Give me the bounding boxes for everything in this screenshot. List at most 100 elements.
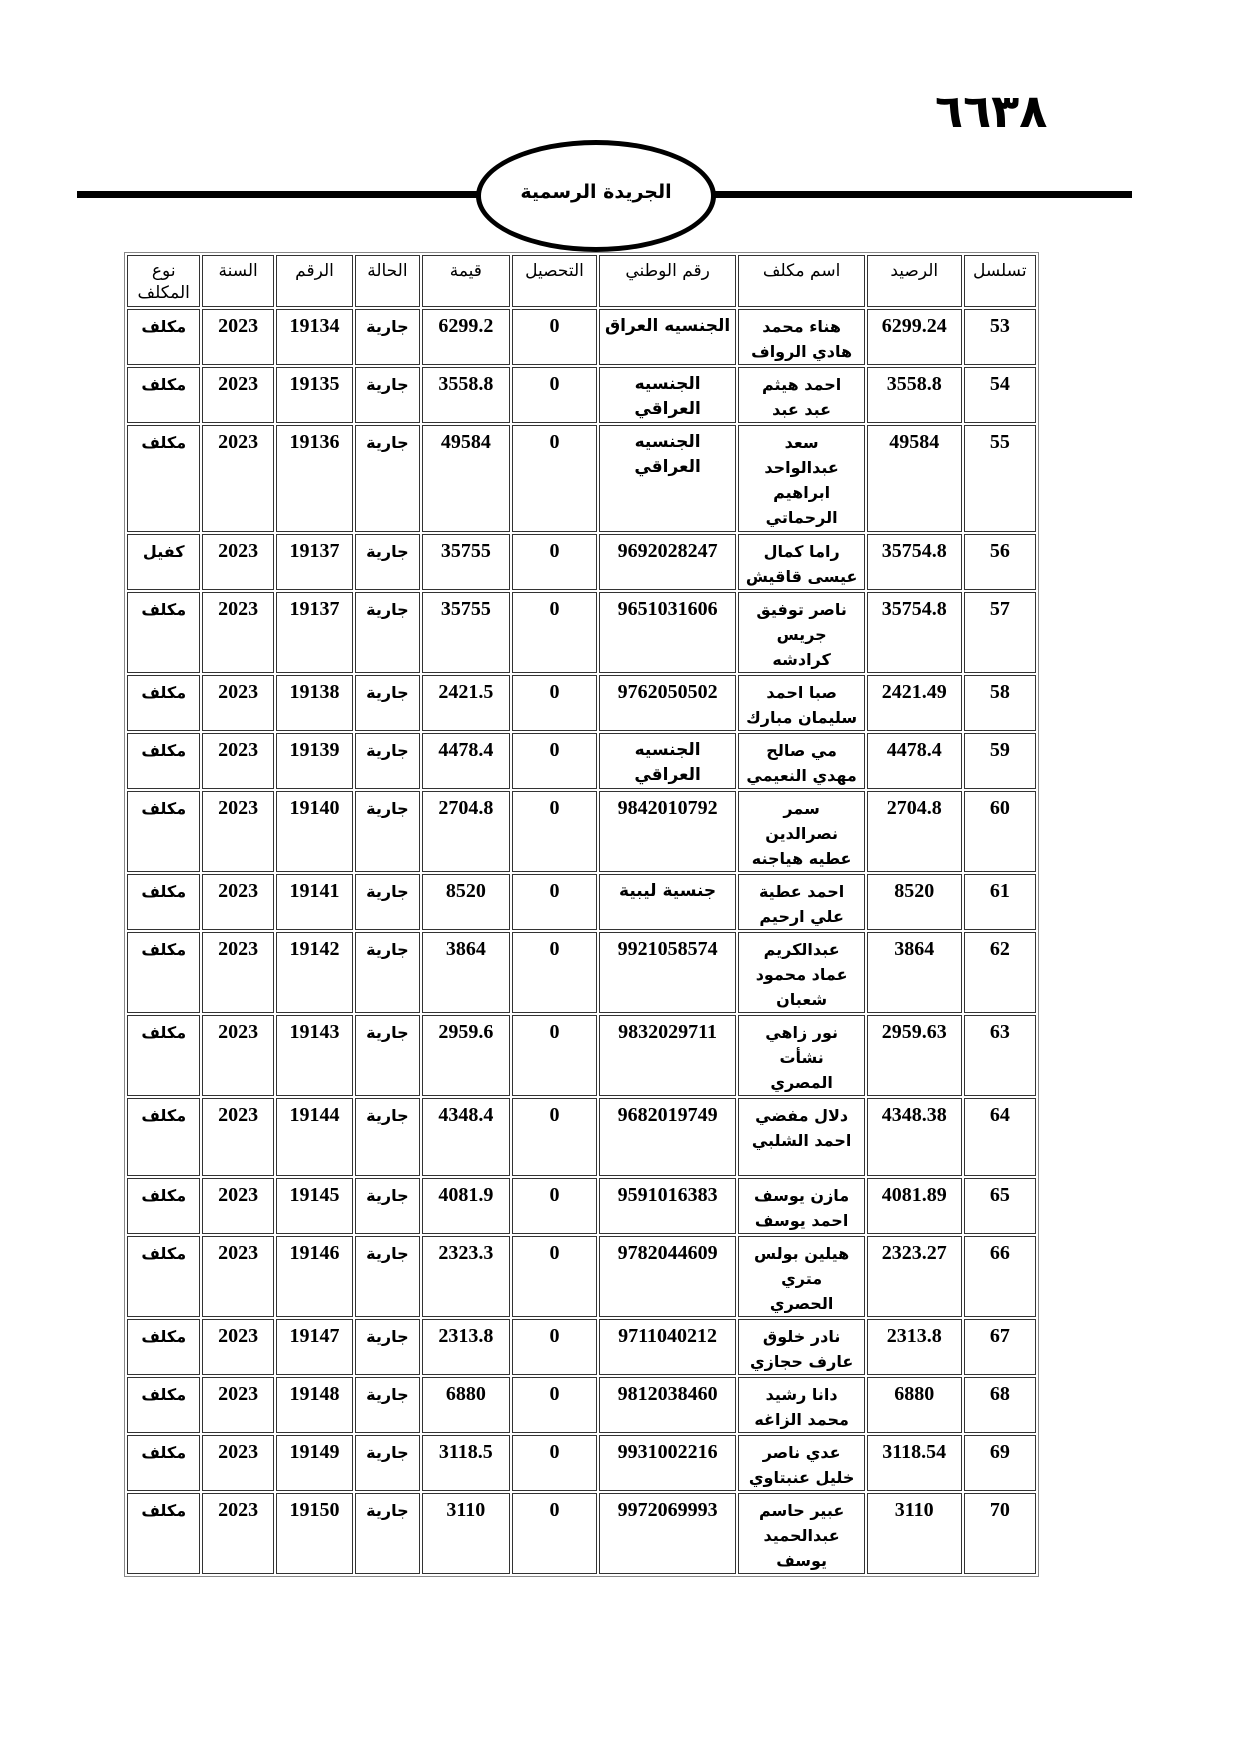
cell-taxpayer-type: مكلف <box>127 733 201 789</box>
cell-taxpayer-type: مكلف <box>127 791 201 872</box>
cell-amount: 2704.8 <box>421 791 511 872</box>
table-row: 65 4081.89 مازن يوسف احمد يوسف 9591016383 0 4… <box>127 1178 1036 1234</box>
column-header-taxpayer-name: اسم مكلف <box>738 255 865 307</box>
cell-number: 19135 <box>275 367 354 423</box>
cell-status: جارية <box>355 675 420 731</box>
cell-taxpayer-name: احمد هيثم عبد عبد <box>738 367 865 423</box>
table-row: 63 2959.63 نور زاهي نشأت المصري 9832029711 0… <box>127 1015 1036 1096</box>
cell-taxpayer-name: سمر نصرالدين عطيه هياجنه <box>738 791 865 872</box>
cell-serial: 55 <box>963 425 1036 532</box>
cell-year: 2023 <box>202 534 274 590</box>
cell-balance: 49584 <box>866 425 962 532</box>
cell-balance: 2313.8 <box>866 1319 962 1375</box>
column-header-serial: تسلسل <box>963 255 1036 307</box>
cell-year: 2023 <box>202 733 274 789</box>
cell-taxpayer-type: مكلف <box>127 1319 201 1375</box>
table-row: 53 6299.24 هناء محمد هادي الرواف الجنسيه ال… <box>127 309 1036 365</box>
cell-collection: 0 <box>512 1098 597 1176</box>
cell-status: جارية <box>355 1377 420 1433</box>
cell-number: 19143 <box>275 1015 354 1096</box>
cell-year: 2023 <box>202 592 274 673</box>
cell-status: جارية <box>355 791 420 872</box>
cell-collection: 0 <box>512 733 597 789</box>
cell-taxpayer-name: عدي ناصر خليل عنبتاوي <box>738 1435 865 1491</box>
cell-amount: 4478.4 <box>421 733 511 789</box>
cell-collection: 0 <box>512 1236 597 1317</box>
cell-taxpayer-name: نادر خلوق عارف حجازي <box>738 1319 865 1375</box>
cell-balance: 4348.38 <box>866 1098 962 1176</box>
cell-taxpayer-type: مكلف <box>127 425 201 532</box>
cell-number: 19147 <box>275 1319 354 1375</box>
cell-taxpayer-name: مي صالح مهدي النعيمي <box>738 733 865 789</box>
cell-status: جارية <box>355 1178 420 1234</box>
column-header-national-id: رقم الوطني <box>598 255 737 307</box>
cell-collection: 0 <box>512 1319 597 1375</box>
cell-collection: 0 <box>512 309 597 365</box>
cell-balance: 35754.8 <box>866 592 962 673</box>
cell-taxpayer-type: مكلف <box>127 367 201 423</box>
gazette-title: الجريدة الرسمية <box>520 181 672 203</box>
cell-serial: 65 <box>963 1178 1036 1234</box>
cell-serial: 70 <box>963 1493 1036 1574</box>
cell-taxpayer-name: نور زاهي نشأت المصري <box>738 1015 865 1096</box>
cell-amount: 4081.9 <box>421 1178 511 1234</box>
cell-taxpayer-name: عبدالكريم عماد محمود شعبان <box>738 932 865 1013</box>
cell-year: 2023 <box>202 1319 274 1375</box>
header-rule-left <box>77 191 477 198</box>
cell-amount: 2323.3 <box>421 1236 511 1317</box>
cell-serial: 66 <box>963 1236 1036 1317</box>
cell-collection: 0 <box>512 425 597 532</box>
table-row: 62 3864 عبدالكريم عماد محمود شعبان 99210585… <box>127 932 1036 1013</box>
column-header-taxpayer-type: نوع المكلف <box>127 255 201 307</box>
cell-taxpayer-type: مكلف <box>127 309 201 365</box>
cell-number: 19145 <box>275 1178 354 1234</box>
table-row: 57 35754.8 ناصر توفيق جريس كرادشه 965103160… <box>127 592 1036 673</box>
cell-balance: 2704.8 <box>866 791 962 872</box>
cell-balance: 4478.4 <box>866 733 962 789</box>
cell-number: 19149 <box>275 1435 354 1491</box>
table-row: 64 4348.38 دلال مفضي احمد الشلبي 9682019749… <box>127 1098 1036 1176</box>
cell-serial: 64 <box>963 1098 1036 1176</box>
cell-taxpayer-type: مكلف <box>127 1435 201 1491</box>
cell-national-id: جنسية ليبية <box>598 874 737 930</box>
cell-year: 2023 <box>202 675 274 731</box>
cell-year: 2023 <box>202 367 274 423</box>
cell-balance: 2959.63 <box>866 1015 962 1096</box>
cell-year: 2023 <box>202 1377 274 1433</box>
cell-status: جارية <box>355 874 420 930</box>
table-row: 66 2323.27 هيلين بولس متري الحصري 978204460… <box>127 1236 1036 1317</box>
cell-national-id: الجنسيه العراقي <box>598 425 737 532</box>
cell-year: 2023 <box>202 874 274 930</box>
cell-serial: 53 <box>963 309 1036 365</box>
cell-collection: 0 <box>512 932 597 1013</box>
cell-balance: 3110 <box>866 1493 962 1574</box>
cell-national-id: 9921058574 <box>598 932 737 1013</box>
cell-taxpayer-name: صبا احمد سليمان مبارك <box>738 675 865 731</box>
cell-collection: 0 <box>512 1178 597 1234</box>
cell-amount: 2959.6 <box>421 1015 511 1096</box>
cell-taxpayer-type: مكلف <box>127 675 201 731</box>
cell-taxpayer-name: ناصر توفيق جريس كرادشه <box>738 592 865 673</box>
header-emblem-oval: الجريدة الرسمية <box>476 140 716 252</box>
cell-national-id: الجنسيه العراق <box>598 309 737 365</box>
cell-collection: 0 <box>512 791 597 872</box>
cell-year: 2023 <box>202 1236 274 1317</box>
cell-serial: 69 <box>963 1435 1036 1491</box>
cell-national-id: 9972069993 <box>598 1493 737 1574</box>
cell-serial: 68 <box>963 1377 1036 1433</box>
cell-national-id: الجنسيه العراقي <box>598 733 737 789</box>
cell-number: 19137 <box>275 592 354 673</box>
cell-serial: 57 <box>963 592 1036 673</box>
cell-balance: 8520 <box>866 874 962 930</box>
cell-year: 2023 <box>202 1015 274 1096</box>
cell-year: 2023 <box>202 1493 274 1574</box>
cell-amount: 3558.8 <box>421 367 511 423</box>
cell-serial: 67 <box>963 1319 1036 1375</box>
column-header-status: الحالة <box>355 255 420 307</box>
cell-taxpayer-type: مكلف <box>127 592 201 673</box>
cell-status: جارية <box>355 534 420 590</box>
cell-national-id: 9931002216 <box>598 1435 737 1491</box>
table-row: 56 35754.8 راما كمال عيسى قاقيش 9692028247 0… <box>127 534 1036 590</box>
cell-amount: 6880 <box>421 1377 511 1433</box>
cell-balance: 2323.27 <box>866 1236 962 1317</box>
